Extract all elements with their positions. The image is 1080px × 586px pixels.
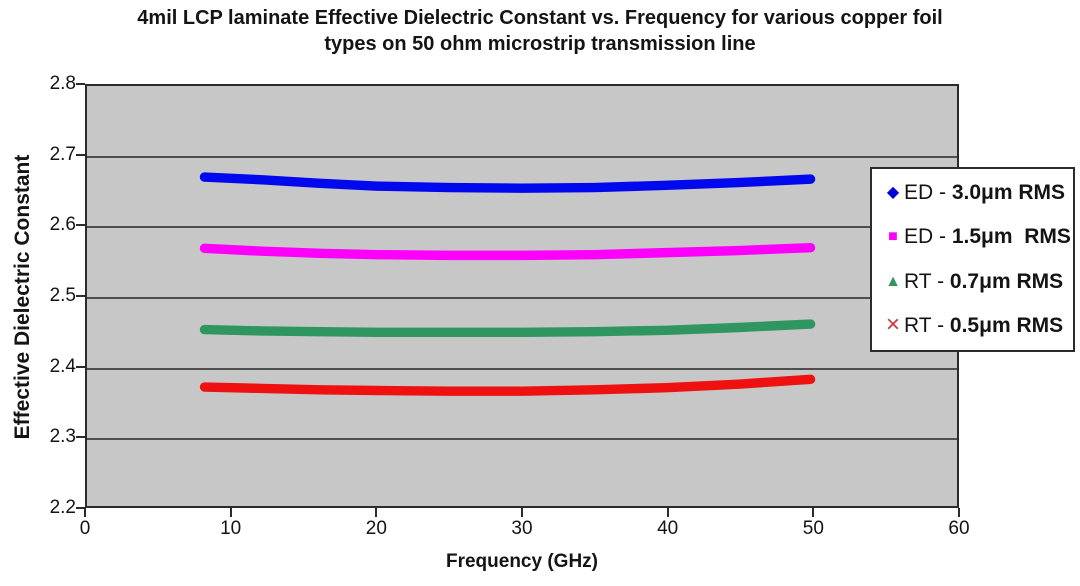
legend-label: RT - 0.7μm RMS: [904, 269, 1064, 293]
chart-title: 4mil LCP laminate Effective Dielectric C…: [0, 5, 1080, 57]
y-tick-mark: [76, 436, 85, 439]
legend-label: ED - 1.5μm RMS: [904, 225, 1071, 249]
series-line-square: [199, 242, 816, 261]
x-tick-mark: [666, 508, 669, 517]
x-tick-mark: [958, 508, 960, 517]
x-tick-label: 40: [657, 518, 679, 539]
legend-item-rt-0-7um: ▲ RT - 0.7μm RMS: [882, 270, 1073, 294]
y-tick-mark: [76, 365, 85, 368]
y-tick-label: 2.6: [49, 214, 76, 236]
gridline: [87, 155, 957, 158]
y-tick-label: 2.2: [49, 497, 76, 518]
x-tick-label: 20: [365, 518, 387, 539]
gridline: [87, 297, 957, 299]
y-tick-label: 2.7: [49, 143, 76, 165]
legend-item-ed-3-0um: ◆ ED - 3.0μm RMS: [882, 181, 1073, 205]
chart-title-line1: 4mil LCP laminate Effective Dielectric C…: [137, 7, 943, 29]
x-tick-label: 10: [220, 518, 242, 539]
y-tick-mark: [76, 507, 85, 509]
y-tick-label: 2.8: [49, 73, 76, 94]
plot-area: [85, 84, 959, 508]
square-icon: ■: [888, 228, 898, 246]
legend-label: ED - 3.0μm RMS: [904, 181, 1066, 205]
series-line-x-cross: [199, 374, 816, 396]
x-tick-label: 60: [948, 518, 970, 539]
y-tick-label: 2.4: [49, 355, 76, 377]
diamond-icon: ◆: [886, 184, 900, 202]
x-axis-title: Frequency (GHz): [445, 551, 599, 572]
legend: ◆ ED - 3.0μm RMS ■ ED - 1.5μm RMS ▲ RT -…: [870, 167, 1075, 352]
y-tick-mark: [76, 295, 85, 297]
series-line-diamond: [199, 172, 816, 193]
gridline: [87, 367, 957, 370]
series-lines: [199, 172, 816, 396]
legend-item-rt-0-5um: × RT - 0.5μm RMS: [882, 310, 1073, 338]
x-tick-label: 0: [79, 518, 91, 539]
x-tick-label: 50: [802, 518, 824, 539]
series-line-triangle: [199, 319, 816, 338]
x-tick-label: 30: [511, 518, 533, 539]
y-tick-label: 2.5: [49, 285, 76, 306]
legend-item-ed-1-5um: ■ ED - 1.5μm RMS: [882, 225, 1073, 249]
y-tick-mark: [76, 153, 85, 156]
x-cross-icon: ×: [885, 310, 900, 338]
x-tick-mark: [229, 508, 232, 517]
chart-title-line2: types on 50 ohm microstrip transmission …: [324, 33, 756, 55]
y-tick-mark: [76, 83, 85, 85]
x-tick-mark: [812, 508, 815, 517]
triangle-icon: ▲: [885, 272, 901, 290]
x-tick-mark: [521, 508, 523, 517]
y-tick-mark: [76, 224, 85, 227]
y-tick-label: 2.3: [49, 426, 76, 448]
x-tick-mark: [84, 508, 86, 517]
x-tick-mark: [375, 508, 378, 517]
gridline: [87, 438, 957, 441]
legend-label: RT - 0.5μm RMS: [904, 313, 1064, 337]
gridline: [87, 226, 957, 229]
